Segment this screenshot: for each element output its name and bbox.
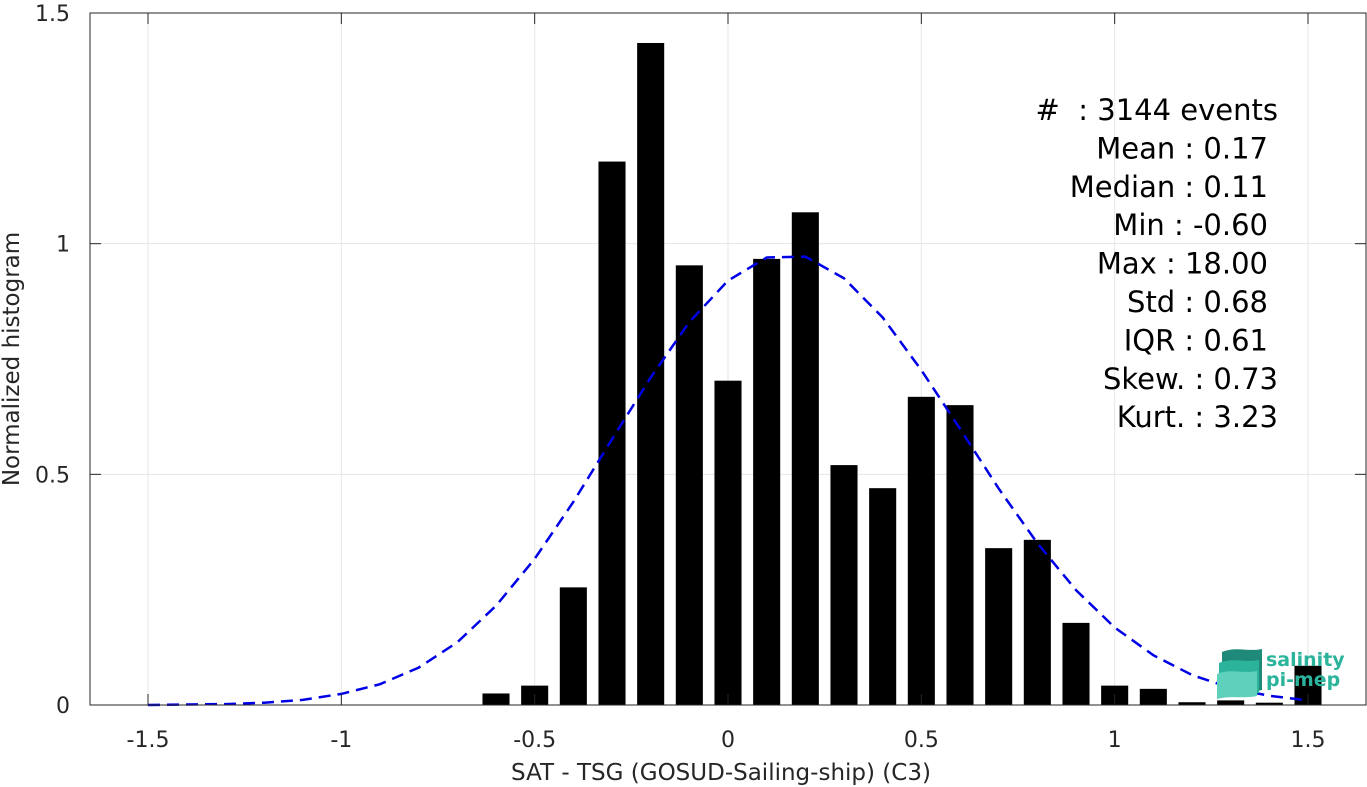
histogram-bar bbox=[1023, 539, 1051, 705]
histogram-bars bbox=[482, 42, 1322, 706]
wave-icon bbox=[1217, 649, 1262, 699]
logo-line-1: salinity bbox=[1266, 649, 1345, 671]
histogram-bar bbox=[482, 693, 510, 705]
histogram-bar bbox=[714, 380, 742, 705]
histogram-bar bbox=[869, 488, 897, 705]
salinity-pi-mep-logo: salinity pi-mep bbox=[1217, 649, 1345, 699]
x-tick-label: 0 bbox=[721, 728, 735, 753]
stats-line: # : 3144 events bbox=[1036, 93, 1278, 127]
stats-line: Median : 0.11 bbox=[1070, 170, 1268, 204]
stats-box: # : 3144 events Mean : 0.17 Median : 0.11 M… bbox=[1036, 93, 1278, 434]
x-tick-label: 1 bbox=[1108, 728, 1122, 753]
x-axis-label: SAT - TSG (GOSUD-Sailing-ship) (C3) bbox=[511, 760, 931, 786]
histogram-bar bbox=[1255, 702, 1283, 705]
y-tick-label: 0 bbox=[56, 694, 70, 719]
stats-line: Max : 18.00 bbox=[1097, 247, 1268, 281]
histogram-bar bbox=[985, 548, 1013, 705]
stats-line: Kurt. : 3.23 bbox=[1117, 400, 1278, 434]
y-axis-label: Normalized histogram bbox=[0, 232, 25, 486]
y-tick-label: 0.5 bbox=[35, 463, 70, 488]
fit-curve bbox=[147, 255, 1309, 707]
histogram-bar bbox=[1217, 700, 1245, 705]
histogram-bar bbox=[1139, 688, 1167, 705]
histogram-bar bbox=[1062, 622, 1090, 705]
histogram-bar bbox=[830, 465, 858, 705]
histogram-bar bbox=[598, 161, 626, 706]
stats-line: Skew. : 0.73 bbox=[1103, 362, 1278, 396]
stats-line: Mean : 0.17 bbox=[1096, 131, 1268, 165]
histogram-bar bbox=[1178, 702, 1206, 705]
histogram-bar bbox=[637, 42, 665, 705]
logo-line-2: pi-mep bbox=[1266, 669, 1340, 691]
histogram-bar bbox=[791, 212, 819, 705]
stats-line: IQR : 0.61 bbox=[1124, 323, 1268, 357]
stats-line: Min : -0.60 bbox=[1113, 208, 1268, 242]
histogram-bar bbox=[559, 587, 587, 705]
histogram-bar bbox=[946, 405, 974, 705]
x-tick-label: 0.5 bbox=[904, 728, 939, 753]
histogram-bar bbox=[907, 396, 935, 705]
stats-line: Std : 0.68 bbox=[1127, 285, 1268, 319]
y-tick-label: 1.5 bbox=[35, 2, 70, 27]
x-tick-label: 1.5 bbox=[1291, 728, 1326, 753]
histogram-bar bbox=[675, 265, 703, 705]
x-tick-label: -1 bbox=[330, 728, 352, 753]
y-tick-label: 1 bbox=[56, 233, 70, 258]
histogram-bar bbox=[753, 258, 781, 705]
x-tick-label: -1.5 bbox=[127, 728, 170, 753]
x-tick-label: -0.5 bbox=[513, 728, 556, 753]
axis-ticks: -1.5 -1 -0.5 0 0.5 1 1.5 0 0.5 1 1.5 bbox=[35, 2, 1366, 753]
